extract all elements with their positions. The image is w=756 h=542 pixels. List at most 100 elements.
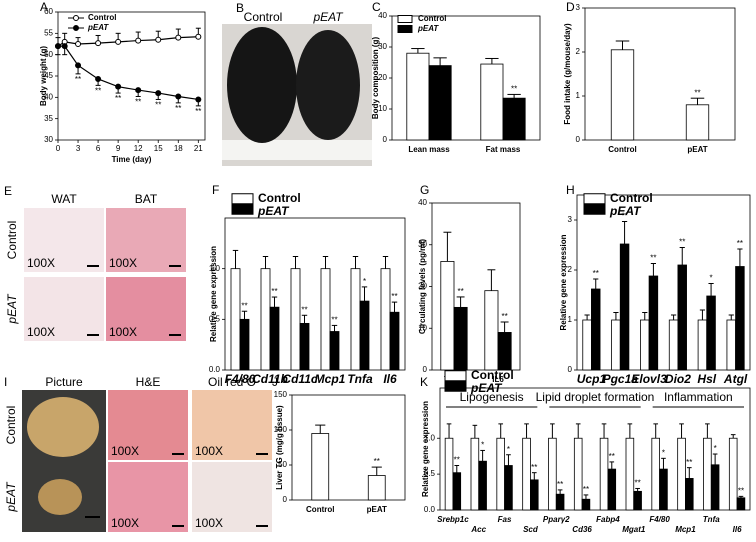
data-point [95, 40, 102, 47]
x-tick-label: Fas [498, 515, 512, 524]
bar [440, 261, 455, 371]
y-tick-label: 0 [568, 365, 573, 374]
bar [359, 300, 370, 371]
plot-frame [224, 217, 406, 371]
panel-letter: H [566, 183, 575, 197]
data-point [55, 43, 61, 50]
x-tick-label: Control [306, 505, 334, 514]
bar [651, 437, 660, 511]
column-title: BAT [135, 192, 158, 206]
magnification: 100X [195, 444, 223, 458]
bar [607, 468, 617, 511]
legend-swatch [583, 193, 606, 205]
legend-label: pEAT [257, 204, 290, 218]
significance: * [714, 444, 717, 453]
mouse [227, 27, 297, 143]
x-tick-label: Mcp1 [675, 525, 696, 534]
row-title: pEAT [5, 293, 19, 325]
bar [573, 437, 583, 511]
photo-label: Control [244, 10, 283, 24]
x-tick-label: Dio2 [665, 372, 691, 386]
y-tick-label: 0.5 [424, 469, 436, 478]
column-title: H&E [136, 375, 161, 389]
bar [633, 490, 642, 511]
legend-label: Control [471, 368, 514, 382]
y-axis-label: Relative gene expression [559, 234, 568, 330]
y-axis-label: Liver TG (mg/g tissue) [275, 405, 284, 490]
y-tick-label: 2 [576, 47, 581, 56]
bar [706, 295, 716, 371]
y-tick-label: 1.0 [209, 264, 221, 273]
y-axis-label: Relative gene expression [209, 246, 218, 342]
bar [736, 497, 746, 511]
panel-letter: G [420, 183, 429, 197]
bar [677, 437, 686, 511]
row-title: pEAT [4, 481, 18, 513]
significance: ** [155, 101, 161, 110]
x-tick-label: F4/80 [649, 515, 670, 524]
y-tick-label: 50 [278, 460, 287, 469]
liver [38, 479, 82, 515]
legend-label: pEAT [609, 204, 642, 218]
y-tick-label: 150 [274, 390, 288, 399]
data-point [175, 34, 182, 41]
x-tick-label: Acc [470, 525, 486, 534]
x-tick-label: Atgl [723, 372, 748, 386]
legend-label: Control [258, 191, 301, 205]
liver [27, 397, 99, 457]
magnification: 100X [111, 444, 139, 458]
bar [444, 437, 454, 511]
legend-label: pEAT [470, 381, 503, 395]
bar [453, 306, 468, 371]
bar [290, 268, 301, 371]
y-tick-label: 0 [576, 135, 581, 144]
significance: ** [135, 98, 141, 107]
bar [380, 268, 391, 371]
panel-letter: A [40, 0, 48, 14]
x-tick-label: Mgat1 [622, 525, 646, 534]
x-tick-label: 9 [116, 144, 121, 153]
data-line [58, 45, 199, 101]
histology-tile [106, 208, 186, 272]
significance: * [710, 274, 713, 283]
x-tick-label: Pgc1a [603, 372, 639, 386]
y-tick-label: 100 [274, 425, 288, 434]
y-tick-label: 0.0 [424, 505, 436, 514]
y-tick-label: 20 [378, 73, 387, 82]
data-point [135, 37, 142, 44]
x-tick-label: Il6 [733, 525, 742, 534]
significance: ** [454, 456, 460, 465]
significance: * [363, 277, 366, 286]
bar [625, 437, 635, 511]
significance: * [507, 445, 510, 454]
significance: ** [738, 486, 744, 495]
significance: ** [686, 458, 692, 467]
y-axis-label: Food intake (g/mouse/day) [563, 23, 572, 125]
x-tick-label: Lean mass [408, 145, 450, 154]
group-label: Lipid droplet formation [536, 390, 655, 404]
x-tick-label: Tnfa [703, 515, 720, 524]
bar [260, 268, 271, 371]
panel-letter: B [236, 1, 244, 15]
bar [685, 478, 694, 511]
magnification: 100X [27, 256, 55, 270]
bar [619, 243, 630, 371]
y-tick-label: 0 [383, 135, 388, 144]
magnification: 100X [109, 256, 137, 270]
significance: ** [511, 85, 517, 94]
legend-label: Control [88, 13, 116, 22]
y-tick-label: 40 [378, 11, 387, 20]
x-tick-label: Srebp1c [437, 515, 469, 524]
bar [480, 63, 504, 141]
x-tick-label: Hsl [697, 372, 716, 386]
significance: ** [115, 94, 121, 103]
y-tick-label: 40 [418, 198, 427, 207]
bar [428, 65, 452, 141]
panel-letter: C [372, 0, 381, 14]
significance: ** [557, 480, 563, 489]
data-point [135, 87, 142, 94]
bar [478, 460, 487, 511]
bar [239, 318, 250, 371]
legend-label: pEAT [87, 23, 109, 32]
x-tick-label: Fabp4 [596, 515, 620, 524]
